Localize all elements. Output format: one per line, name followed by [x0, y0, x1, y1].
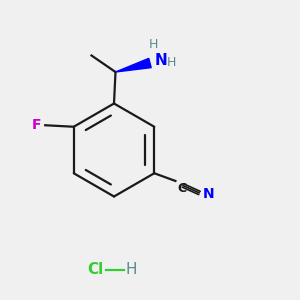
Text: H: H: [149, 38, 159, 51]
Text: F: F: [32, 118, 42, 132]
Text: H: H: [167, 56, 176, 69]
Text: Cl: Cl: [87, 262, 104, 278]
Text: C: C: [177, 182, 186, 195]
Text: N: N: [202, 187, 214, 200]
Polygon shape: [116, 58, 151, 72]
Text: H: H: [125, 262, 137, 278]
Text: N: N: [154, 53, 167, 68]
